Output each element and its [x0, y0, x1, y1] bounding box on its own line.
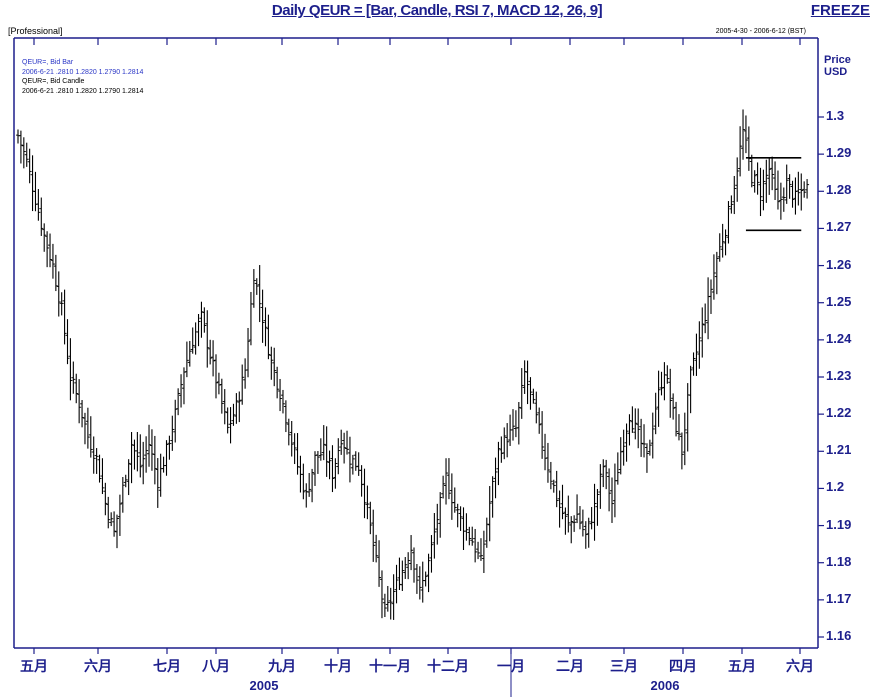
x-month-label: 十月: [324, 658, 352, 674]
legend-bar-name: QEUR=, Bid Bar: [22, 59, 74, 66]
x-month-label: 六月: [84, 658, 112, 674]
y-tick-label: 1.23: [826, 368, 852, 383]
y-unit-price: Price: [824, 54, 851, 66]
x-year-label: 2006: [650, 678, 680, 693]
y-axis-unit: Price USD: [824, 54, 851, 78]
legend-bar-values: 2006-6-21 .2810 1.2820 1.2790 1.2814: [22, 68, 144, 76]
freeze-label[interactable]: FREEZE: [810, 2, 870, 19]
y-tick-label: 1.24: [826, 330, 852, 346]
profile-label: [Professional]: [8, 26, 63, 36]
x-month-label: 八月: [202, 658, 230, 674]
x-month-label: 九月: [268, 658, 296, 674]
y-tick-label: 1.25: [826, 293, 852, 309]
y-tick-label: 1.21: [826, 442, 852, 458]
y-tick-label: 1.16: [826, 628, 852, 643]
x-month-label: 七月: [153, 658, 181, 674]
y-tick-label: 1.3: [826, 108, 845, 123]
x-month-label: 五月: [20, 658, 48, 674]
legend-candle-name: QEUR=, Bid Candle: [22, 78, 85, 85]
y-tick-label: 1.26: [826, 256, 852, 272]
y-tick-label: 1.18: [826, 553, 852, 569]
chart-title: Daily QEUR = [Bar, Candle, RSI 7, MACD 1…: [271, 2, 603, 19]
x-month-label: 一月: [497, 658, 525, 674]
legend-candle-values: 2006-6-21 .2810 1.2820 1.2790 1.2814: [22, 87, 144, 95]
x-month-label: 三月: [610, 658, 638, 674]
y-tick-label: 1.17: [826, 590, 852, 606]
x-month-label: 五月: [728, 658, 756, 674]
y-tick-label: 1.2: [826, 479, 845, 495]
y-tick-label: 1.19: [826, 516, 852, 532]
x-month-label: 二月: [556, 658, 584, 674]
y-tick-label: 1.28: [826, 182, 852, 198]
x-month-label: 四月: [669, 658, 697, 674]
y-tick-label: 1.22: [826, 405, 852, 421]
x-month-label: 十二月: [427, 658, 469, 674]
y-tick-label: 1.29: [826, 145, 852, 161]
legend: QEUR=, Bid Bar 2006-6-21 .2810 1.2820 1.…: [22, 58, 143, 96]
x-month-label: 六月: [786, 658, 814, 674]
x-year-label: 2005: [249, 678, 279, 693]
y-unit-currency: USD: [824, 66, 848, 78]
y-tick-label: 1.27: [826, 219, 852, 235]
date-range-label: 2005-4-30 - 2006-6-12 (BST): [715, 28, 806, 35]
x-month-label: 十一月: [369, 658, 411, 674]
